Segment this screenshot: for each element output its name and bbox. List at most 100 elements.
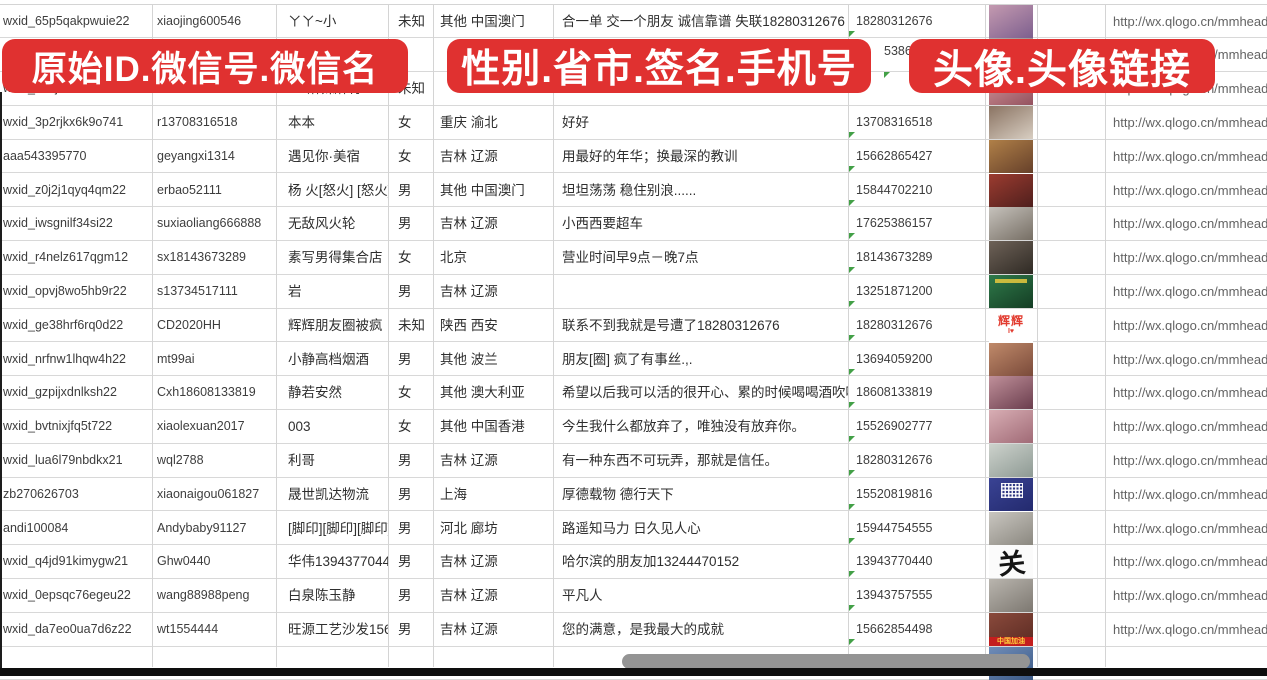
cell-phone[interactable]: 17625386157 bbox=[856, 216, 933, 231]
cell-wechat_id[interactable]: sx18143673289 bbox=[157, 250, 246, 265]
cell-signature[interactable]: 朋友[圈] 疯了有事丝.,. bbox=[562, 351, 693, 367]
cell-gender[interactable]: 男 bbox=[398, 520, 412, 536]
cell-url[interactable]: http://wx.qlogo.cn/mmhead bbox=[1113, 621, 1267, 637]
cell-id[interactable]: wxid_q4jd91kimygw21 bbox=[3, 554, 129, 569]
cell-url[interactable]: http://wx.qlogo.cn/mmhead bbox=[1113, 182, 1267, 198]
cell-signature[interactable]: 路遥知马力 日久见人心 bbox=[562, 520, 701, 536]
cell-signature[interactable] bbox=[562, 275, 848, 309]
cell-region[interactable]: 河北 廊坊 bbox=[440, 520, 498, 536]
cell-region[interactable]: 其他 澳大利亚 bbox=[440, 385, 525, 401]
cell-signature[interactable]: 希望以后我可以活的很开心、累的时候喝喝酒吹吹[ bbox=[562, 385, 848, 401]
cell-region[interactable]: 其他 中国澳门 bbox=[440, 182, 525, 198]
cell-phone[interactable]: 15520819816 bbox=[856, 486, 933, 501]
cell-gender[interactable]: 男 bbox=[398, 182, 412, 198]
avatar-image[interactable] bbox=[989, 410, 1033, 444]
cell-gender[interactable]: 女 bbox=[398, 250, 412, 266]
avatar-image[interactable] bbox=[989, 4, 1033, 38]
horizontal-scrollbar-thumb[interactable] bbox=[622, 654, 1030, 669]
cell-name[interactable]: 岩 bbox=[288, 283, 302, 299]
avatar-image[interactable] bbox=[989, 173, 1033, 207]
cell-gender[interactable]: 男 bbox=[398, 283, 412, 299]
cell-region[interactable]: 吉林 辽源 bbox=[440, 554, 498, 570]
cell-signature[interactable]: 营业时间早9点－晚7点 bbox=[562, 250, 699, 266]
cell-region[interactable]: 陕西 西安 bbox=[440, 317, 498, 333]
cell-id[interactable]: zb270626703 bbox=[3, 486, 79, 501]
cell-wechat_id[interactable]: CD2020HH bbox=[157, 317, 221, 332]
cell-phone[interactable]: 13251871200 bbox=[856, 283, 933, 298]
cell-wechat_id[interactable]: wang88988peng bbox=[157, 588, 250, 603]
cell-wechat_id[interactable]: suxiaoliang666888 bbox=[157, 216, 262, 231]
cell-id[interactable]: wxid_3p2rjkx6k9o741 bbox=[3, 114, 124, 129]
cell-wechat_id[interactable]: xiaonaigou061827 bbox=[157, 486, 260, 501]
cell-region[interactable]: 吉林 辽源 bbox=[440, 621, 498, 637]
cell-name[interactable]: ㄚㄚ~小 bbox=[288, 13, 337, 29]
cell-gender[interactable]: 男 bbox=[398, 216, 412, 232]
cell-url[interactable]: http://wx.qlogo.cn/mmhead bbox=[1113, 148, 1267, 164]
cell-phone[interactable]: 13694059200 bbox=[856, 351, 933, 366]
cell-name[interactable]: 利哥 bbox=[288, 452, 315, 468]
avatar-image[interactable]: 辉辉 I♥ bbox=[989, 308, 1033, 342]
cell-signature[interactable]: 小西西要超车 bbox=[562, 216, 643, 232]
avatar-image[interactable] bbox=[989, 139, 1033, 173]
cell-phone-partial[interactable]: 5386 bbox=[884, 44, 912, 58]
cell-gender[interactable]: 男 bbox=[398, 351, 412, 367]
cell-region[interactable]: 吉林 辽源 bbox=[440, 452, 498, 468]
cell-phone[interactable]: 18280312676 bbox=[856, 317, 933, 332]
cell-gender[interactable]: 男 bbox=[398, 452, 412, 468]
cell-region[interactable]: 其他 中国香港 bbox=[440, 419, 525, 435]
cell-id[interactable]: wxid_0epsqc76egeu22 bbox=[3, 588, 131, 603]
cell-url[interactable]: http://wx.qlogo.cn/mmhead bbox=[1113, 486, 1267, 502]
cell-url[interactable]: http://wx.qlogo.cn/mmhead bbox=[1113, 385, 1267, 401]
cell-wechat_id[interactable]: Cxh18608133819 bbox=[157, 385, 256, 400]
cell-id[interactable]: wxid_gzpijxdnlksh22 bbox=[3, 385, 117, 400]
cell-url[interactable]: http://wx.qlogo.cn/mmhead bbox=[1113, 520, 1267, 536]
cell-signature[interactable]: 合一单 交一个朋友 诚信靠谱 失联18280312676 bbox=[562, 13, 845, 29]
cell-region[interactable]: 上海 bbox=[440, 486, 467, 502]
cell-wechat_id[interactable]: Andybaby91127 bbox=[157, 520, 247, 535]
cell-name[interactable]: 003 bbox=[288, 419, 311, 435]
cell-id[interactable]: wxid_bvtnixjfq5t722 bbox=[3, 419, 113, 434]
cell-url[interactable]: http://wx.qlogo.cn/mmhead bbox=[1113, 351, 1267, 367]
cell-name[interactable]: 本本 bbox=[288, 114, 315, 130]
cell-region[interactable]: 吉林 辽源 bbox=[440, 588, 498, 604]
cell-region[interactable]: 其他 中国澳门 bbox=[440, 13, 525, 29]
cell-phone[interactable]: 15662865427 bbox=[856, 148, 933, 163]
cell-gender[interactable]: 女 bbox=[398, 148, 412, 164]
cell-wechat_id[interactable]: xiaolexuan2017 bbox=[157, 419, 245, 434]
cell-name[interactable]: 静若安然 bbox=[288, 385, 342, 401]
cell-name[interactable]: 辉辉朋友圈被疯 bbox=[288, 317, 383, 333]
cell-phone[interactable]: 13708316518 bbox=[856, 114, 933, 129]
cell-wechat_id[interactable]: s13734517111 bbox=[157, 283, 238, 298]
cell-region[interactable]: 北京 bbox=[440, 250, 467, 266]
cell-wechat_id[interactable]: wt1554444 bbox=[157, 621, 219, 636]
cell-wechat_id[interactable]: geyangxi1314 bbox=[157, 148, 235, 163]
cell-gender[interactable]: 未知 bbox=[398, 13, 425, 29]
cell-url[interactable]: http://wx.qlogo.cn/mmhead bbox=[1113, 114, 1267, 130]
cell-gender[interactable]: 女 bbox=[398, 385, 412, 401]
cell-name[interactable]: 小静高档烟酒 bbox=[288, 351, 369, 367]
cell-phone[interactable]: 18608133819 bbox=[856, 385, 933, 400]
cell-wechat_id[interactable]: Ghw0440 bbox=[157, 554, 211, 569]
cell-region[interactable]: 吉林 辽源 bbox=[440, 216, 498, 232]
cell-signature[interactable]: 您的满意，是我最大的成就 bbox=[562, 621, 724, 637]
cell-region[interactable]: 重庆 渝北 bbox=[440, 114, 498, 130]
cell-signature[interactable]: 联系不到我就是号遭了18280312676 bbox=[562, 317, 780, 333]
cell-wechat_id[interactable]: r13708316518 bbox=[157, 114, 238, 129]
cell-id[interactable]: wxid_65p5qakpwuie22 bbox=[3, 13, 130, 28]
avatar-image[interactable] bbox=[989, 342, 1033, 376]
cell-id[interactable]: wxid_iwsgnilf34si22 bbox=[3, 216, 113, 231]
cell-url[interactable]: http://wx.qlogo.cn/mmhead bbox=[1113, 419, 1267, 435]
avatar-image[interactable] bbox=[989, 477, 1033, 511]
avatar-image[interactable] bbox=[989, 105, 1033, 139]
cell-id[interactable]: wxid_r4nelz617qgm12 bbox=[3, 250, 129, 265]
cell-phone[interactable]: 13943757555 bbox=[856, 588, 933, 603]
avatar-image[interactable] bbox=[989, 579, 1033, 613]
cell-gender[interactable]: 男 bbox=[398, 554, 412, 570]
cell-gender[interactable]: 男 bbox=[398, 621, 412, 637]
cell-wechat_id[interactable]: erbao52111 bbox=[157, 182, 222, 197]
cell-gender[interactable]: 女 bbox=[398, 419, 412, 435]
cell-name[interactable]: [脚印][脚印][脚印][脚印] bbox=[288, 520, 388, 536]
cell-phone[interactable]: 15526902777 bbox=[856, 419, 933, 434]
cell-phone[interactable]: 15844702210 bbox=[856, 182, 933, 197]
cell-id[interactable]: andi100084 bbox=[3, 520, 69, 535]
